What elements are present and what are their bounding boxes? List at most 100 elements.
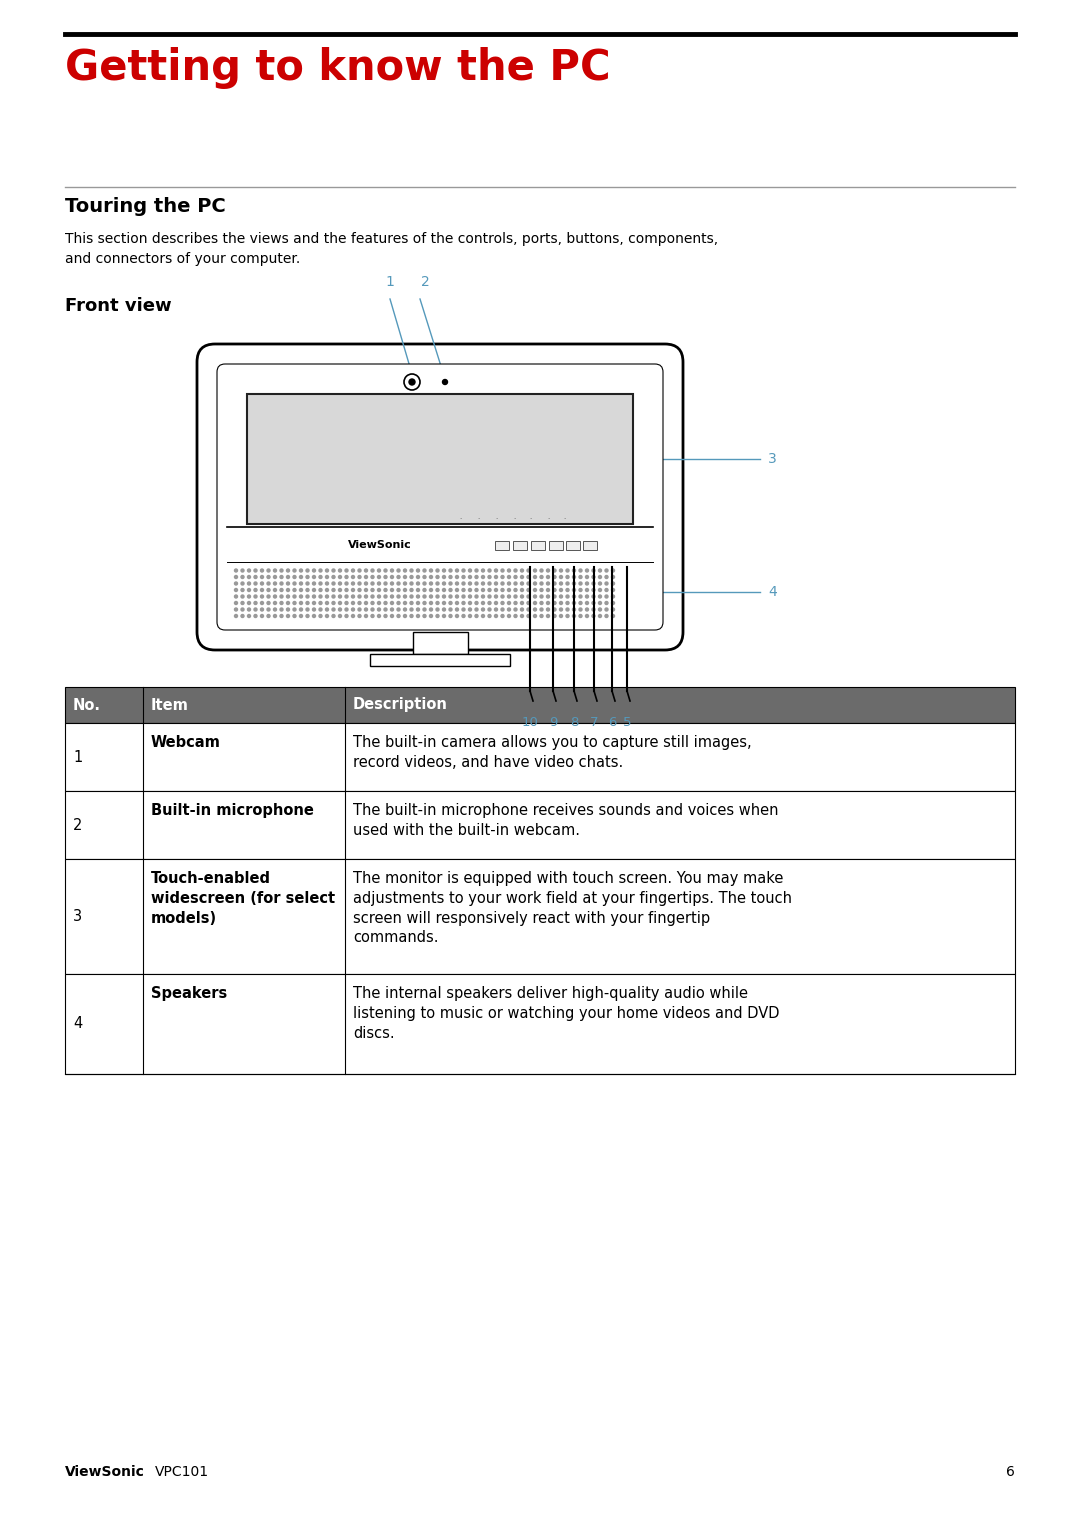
Circle shape — [534, 576, 537, 579]
Circle shape — [449, 576, 453, 579]
Text: Touring the PC: Touring the PC — [65, 197, 226, 215]
Circle shape — [592, 614, 595, 617]
Circle shape — [378, 588, 380, 591]
Circle shape — [241, 588, 244, 591]
Circle shape — [319, 588, 322, 591]
Bar — [413, 632, 468, 654]
Circle shape — [332, 570, 335, 573]
Circle shape — [260, 608, 264, 611]
Circle shape — [540, 596, 543, 599]
Circle shape — [611, 570, 615, 573]
Circle shape — [267, 570, 270, 573]
Circle shape — [417, 582, 419, 585]
Circle shape — [456, 582, 459, 585]
Circle shape — [267, 596, 270, 599]
Circle shape — [534, 570, 537, 573]
Circle shape — [332, 576, 335, 579]
Circle shape — [312, 602, 315, 605]
Circle shape — [234, 614, 238, 617]
Circle shape — [351, 576, 354, 579]
Circle shape — [521, 602, 524, 605]
Text: ·: · — [513, 516, 515, 522]
Text: 6: 6 — [608, 716, 617, 728]
Circle shape — [345, 576, 348, 579]
Text: 4: 4 — [768, 585, 777, 599]
Circle shape — [559, 608, 563, 611]
Circle shape — [372, 582, 374, 585]
Circle shape — [605, 570, 608, 573]
Circle shape — [378, 570, 380, 573]
Circle shape — [404, 596, 406, 599]
Circle shape — [566, 582, 569, 585]
Text: ·: · — [563, 516, 565, 522]
Circle shape — [592, 570, 595, 573]
Circle shape — [260, 588, 264, 591]
Circle shape — [534, 614, 537, 617]
Circle shape — [521, 596, 524, 599]
Circle shape — [372, 602, 374, 605]
Circle shape — [234, 588, 238, 591]
Circle shape — [430, 576, 432, 579]
Circle shape — [397, 596, 400, 599]
Circle shape — [605, 608, 608, 611]
Circle shape — [546, 602, 550, 605]
Circle shape — [365, 570, 367, 573]
Circle shape — [585, 576, 589, 579]
Circle shape — [286, 582, 289, 585]
Circle shape — [572, 602, 576, 605]
Circle shape — [559, 596, 563, 599]
Circle shape — [351, 582, 354, 585]
Circle shape — [456, 588, 459, 591]
Circle shape — [247, 614, 251, 617]
Circle shape — [553, 570, 556, 573]
Circle shape — [469, 582, 472, 585]
Text: 5: 5 — [623, 716, 631, 728]
Circle shape — [417, 576, 419, 579]
Circle shape — [325, 582, 328, 585]
Circle shape — [378, 614, 380, 617]
Circle shape — [351, 614, 354, 617]
Circle shape — [247, 596, 251, 599]
Circle shape — [605, 576, 608, 579]
Text: Touch-enabled
widescreen (for select
models): Touch-enabled widescreen (for select mod… — [151, 870, 335, 925]
Circle shape — [286, 576, 289, 579]
Circle shape — [338, 582, 341, 585]
Bar — [531, 541, 545, 550]
Circle shape — [592, 596, 595, 599]
Circle shape — [417, 614, 419, 617]
Circle shape — [286, 588, 289, 591]
Circle shape — [572, 570, 576, 573]
Circle shape — [410, 570, 413, 573]
Circle shape — [306, 576, 309, 579]
Circle shape — [254, 614, 257, 617]
Circle shape — [488, 588, 491, 591]
Circle shape — [247, 576, 251, 579]
Text: The built-in microphone receives sounds and voices when
used with the built-in w: The built-in microphone receives sounds … — [353, 803, 779, 838]
Circle shape — [404, 588, 406, 591]
Circle shape — [254, 602, 257, 605]
Text: ·: · — [459, 516, 461, 522]
Circle shape — [267, 576, 270, 579]
Circle shape — [378, 596, 380, 599]
Circle shape — [508, 614, 511, 617]
Circle shape — [378, 576, 380, 579]
Circle shape — [559, 576, 563, 579]
Bar — [65, 687, 1015, 722]
Bar — [65, 722, 1015, 791]
Text: ·: · — [477, 516, 480, 522]
Circle shape — [508, 570, 511, 573]
Circle shape — [482, 570, 485, 573]
Circle shape — [579, 588, 582, 591]
Circle shape — [293, 576, 296, 579]
Circle shape — [592, 576, 595, 579]
Circle shape — [605, 582, 608, 585]
Circle shape — [365, 582, 367, 585]
Circle shape — [417, 602, 419, 605]
Circle shape — [579, 576, 582, 579]
Circle shape — [273, 608, 276, 611]
Circle shape — [514, 614, 517, 617]
Circle shape — [572, 588, 576, 591]
Circle shape — [306, 602, 309, 605]
Circle shape — [546, 588, 550, 591]
Circle shape — [443, 588, 446, 591]
